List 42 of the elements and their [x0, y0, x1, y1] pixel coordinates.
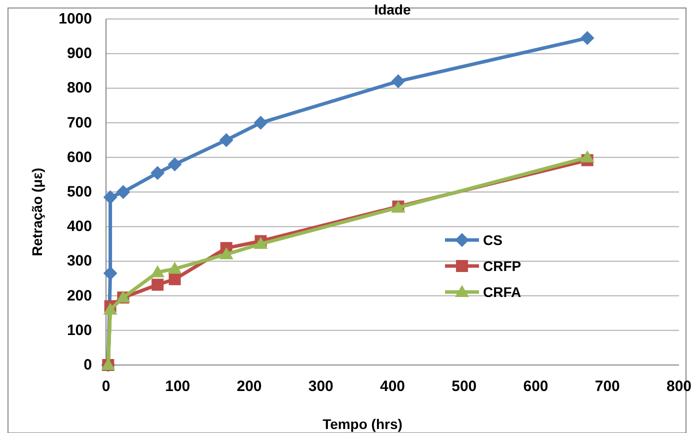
chart-title: Idade	[374, 1, 411, 18]
point	[254, 116, 268, 130]
y-tick-label: 300	[66, 252, 92, 270]
y-axis-title: Retração (με)	[29, 168, 45, 256]
y-tick-label: 700	[66, 114, 92, 132]
point	[103, 266, 118, 280]
point	[116, 185, 130, 199]
x-tick-label: 300	[308, 378, 334, 395]
x-tick-label: 500	[452, 378, 477, 395]
point	[168, 262, 182, 274]
point	[391, 74, 406, 88]
point	[168, 273, 181, 286]
point	[103, 302, 118, 315]
point	[103, 190, 118, 204]
x-axis-title: Tempo (hrs)	[322, 416, 402, 432]
point	[580, 31, 594, 46]
legend-label: CS	[483, 232, 502, 248]
x-tick-label: 400	[380, 378, 406, 395]
x-tick-label: 200	[236, 378, 262, 395]
y-tick-label: 1000	[58, 10, 92, 28]
y-tick-label: 900	[66, 45, 92, 62]
x-tick-label: 700	[594, 378, 620, 395]
y-tick-label: 500	[66, 184, 92, 200]
y-tick-label: 400	[66, 218, 92, 236]
point	[150, 265, 165, 278]
x-tick-label: 800	[666, 378, 692, 395]
legend-label: CRFP	[483, 258, 522, 274]
y-tick-label: 600	[66, 148, 92, 166]
point	[219, 247, 234, 260]
y-tick-label: 800	[66, 80, 92, 97]
y-tick-label: 100	[66, 322, 92, 339]
legend-label: CRFA	[483, 284, 522, 300]
point	[152, 278, 164, 291]
point	[580, 150, 594, 162]
point	[150, 166, 165, 180]
y-tick-label: 200	[66, 287, 92, 304]
x-tick-label: 600	[523, 378, 548, 395]
x-tick-label: 0	[102, 378, 110, 395]
y-tick-label: 0	[84, 356, 92, 374]
x-tick-label: 100	[165, 378, 190, 395]
point	[168, 157, 182, 172]
point	[219, 133, 234, 148]
